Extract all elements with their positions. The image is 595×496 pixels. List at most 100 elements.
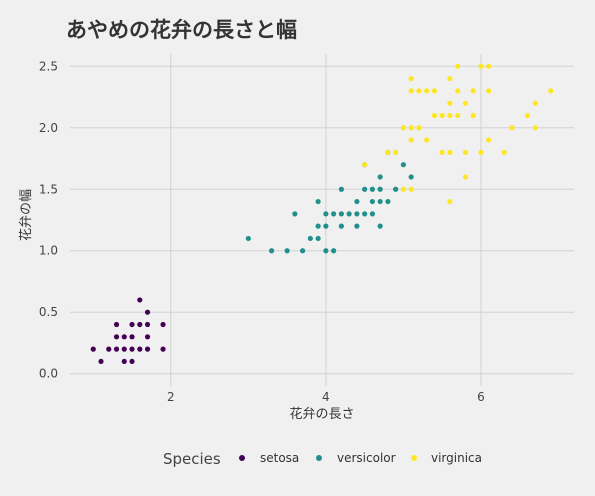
point-versicolor bbox=[346, 211, 352, 217]
series-setosa bbox=[90, 297, 166, 365]
point-versicolor bbox=[362, 186, 368, 192]
point-virginica bbox=[462, 100, 469, 106]
point-virginica bbox=[447, 198, 453, 205]
tick-labels: 2 4 6 0.0 0.5 1.0 1.5 2.0 2.5 bbox=[39, 59, 485, 404]
point-virginica bbox=[462, 174, 469, 180]
point-virginica bbox=[455, 63, 461, 69]
point-versicolor bbox=[307, 235, 313, 242]
point-versicolor bbox=[315, 198, 321, 205]
point-virginica bbox=[470, 112, 476, 119]
point-virginica bbox=[408, 186, 414, 192]
point-setosa bbox=[129, 358, 135, 365]
point-versicolor bbox=[385, 198, 391, 205]
point-versicolor bbox=[362, 211, 368, 217]
x-tick-label: 6 bbox=[477, 390, 485, 404]
point-versicolor bbox=[323, 223, 329, 229]
point-virginica bbox=[447, 112, 453, 119]
point-virginica bbox=[431, 88, 438, 94]
point-versicolor bbox=[400, 162, 407, 168]
y-tick-label: 0.0 bbox=[39, 367, 58, 381]
point-virginica bbox=[416, 125, 422, 131]
point-versicolor bbox=[315, 223, 321, 229]
point-versicolor bbox=[369, 211, 375, 217]
point-virginica bbox=[385, 149, 391, 155]
point-virginica bbox=[455, 88, 461, 94]
point-virginica bbox=[431, 112, 438, 119]
point-virginica bbox=[439, 149, 445, 155]
point-versicolor bbox=[338, 223, 344, 229]
point-versicolor bbox=[331, 211, 337, 217]
point-setosa bbox=[121, 358, 127, 365]
x-tick-label: 4 bbox=[322, 390, 330, 404]
point-setosa bbox=[160, 346, 166, 352]
point-virginica bbox=[501, 149, 507, 155]
x-tick-label: 2 bbox=[167, 390, 175, 404]
point-versicolor bbox=[292, 211, 298, 217]
point-versicolor bbox=[338, 211, 344, 217]
point-versicolor bbox=[369, 198, 375, 205]
point-versicolor bbox=[393, 186, 399, 192]
point-setosa bbox=[144, 346, 151, 352]
point-virginica bbox=[424, 88, 430, 94]
point-versicolor bbox=[369, 186, 375, 192]
y-tick-label: 0.5 bbox=[39, 305, 58, 319]
point-setosa bbox=[137, 297, 143, 303]
point-virginica bbox=[524, 112, 531, 119]
point-versicolor bbox=[377, 198, 383, 205]
y-axis-title: 花弁の幅 bbox=[18, 189, 34, 241]
point-setosa bbox=[137, 346, 143, 352]
point-virginica bbox=[408, 125, 414, 131]
point-setosa bbox=[129, 334, 135, 340]
point-versicolor bbox=[300, 248, 306, 254]
legend: Species setosa versicolor virginica bbox=[163, 450, 482, 468]
point-setosa bbox=[160, 321, 166, 328]
point-setosa bbox=[144, 334, 151, 340]
grid-lines bbox=[70, 54, 574, 386]
point-versicolor bbox=[354, 198, 360, 205]
legend-label-versicolor: versicolor bbox=[337, 451, 396, 465]
point-setosa bbox=[113, 321, 120, 328]
data-points bbox=[90, 63, 554, 365]
y-tick-label: 2.0 bbox=[39, 121, 58, 135]
x-axis-title: 花弁の長さ bbox=[289, 406, 354, 422]
point-versicolor bbox=[354, 223, 360, 229]
point-virginica bbox=[447, 100, 453, 106]
point-virginica bbox=[408, 137, 414, 143]
point-setosa bbox=[90, 346, 96, 352]
legend-key-virginica bbox=[411, 455, 417, 461]
point-virginica bbox=[416, 88, 422, 94]
point-virginica bbox=[462, 149, 469, 155]
point-setosa bbox=[129, 321, 135, 328]
point-setosa bbox=[121, 334, 127, 340]
point-versicolor bbox=[408, 174, 414, 180]
y-tick-label: 1.0 bbox=[39, 244, 58, 258]
point-virginica bbox=[408, 75, 414, 82]
point-virginica bbox=[447, 149, 453, 155]
y-tick-label: 1.5 bbox=[39, 182, 58, 196]
point-setosa bbox=[113, 334, 120, 340]
legend-title: Species bbox=[163, 450, 221, 468]
point-setosa bbox=[106, 346, 112, 352]
point-versicolor bbox=[269, 248, 275, 254]
point-setosa bbox=[129, 346, 135, 352]
point-virginica bbox=[478, 63, 484, 69]
point-setosa bbox=[121, 346, 127, 352]
y-tick-label: 2.5 bbox=[39, 59, 58, 73]
point-virginica bbox=[478, 149, 484, 155]
point-virginica bbox=[532, 100, 538, 106]
legend-label-setosa: setosa bbox=[260, 451, 299, 465]
point-versicolor bbox=[331, 248, 337, 254]
point-versicolor bbox=[323, 248, 329, 254]
point-virginica bbox=[400, 186, 407, 192]
point-virginica bbox=[509, 125, 515, 131]
point-setosa bbox=[113, 346, 120, 352]
point-virginica bbox=[393, 149, 399, 155]
point-versicolor bbox=[323, 211, 329, 217]
point-versicolor bbox=[315, 235, 321, 242]
point-setosa bbox=[98, 358, 104, 365]
point-virginica bbox=[362, 162, 368, 168]
point-virginica bbox=[408, 88, 414, 94]
point-setosa bbox=[137, 321, 143, 328]
point-versicolor bbox=[377, 174, 383, 180]
